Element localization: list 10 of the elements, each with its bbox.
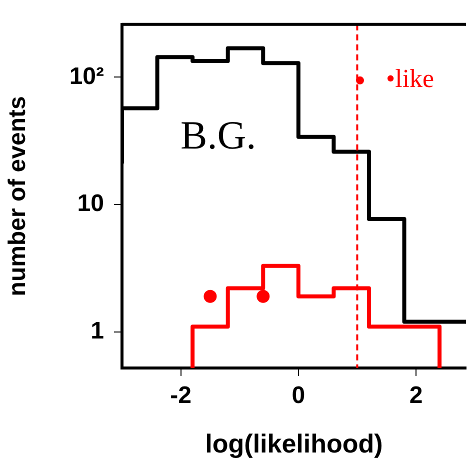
- y-tick-label: 10: [77, 190, 104, 218]
- x-tick-label: -2: [170, 382, 192, 410]
- annotation: B.G.: [180, 112, 256, 158]
- legend-label: •like: [386, 64, 434, 94]
- x-axis-title: log(likelihood): [205, 428, 383, 459]
- y-tick-label: 1: [90, 317, 104, 344]
- y-tick-label: 10²: [69, 62, 104, 90]
- x-tick-label: 0: [292, 382, 306, 410]
- x-tick-label: 2: [409, 382, 423, 410]
- y-axis-title: number of events: [4, 96, 32, 296]
